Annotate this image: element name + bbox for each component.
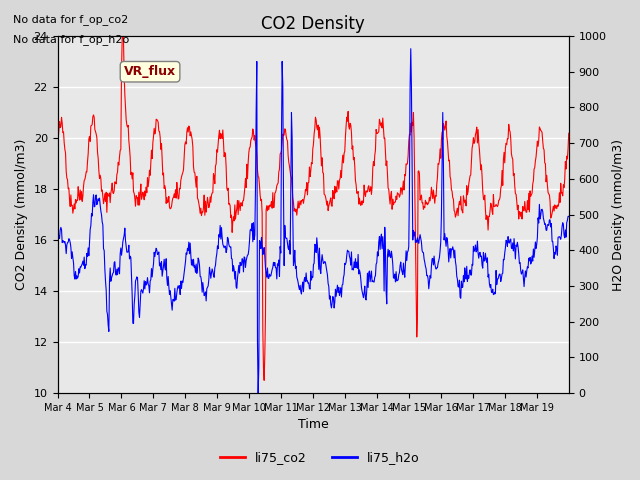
Y-axis label: H2O Density (mmol/m3): H2O Density (mmol/m3)	[612, 139, 625, 290]
Y-axis label: CO2 Density (mmol/m3): CO2 Density (mmol/m3)	[15, 139, 28, 290]
Title: CO2 Density: CO2 Density	[261, 15, 365, 33]
Text: No data for f_op_h2o: No data for f_op_h2o	[13, 34, 129, 45]
Legend: li75_co2, li75_h2o: li75_co2, li75_h2o	[215, 446, 425, 469]
Text: VR_flux: VR_flux	[124, 65, 176, 78]
X-axis label: Time: Time	[298, 419, 328, 432]
Text: No data for f_op_co2: No data for f_op_co2	[13, 14, 128, 25]
